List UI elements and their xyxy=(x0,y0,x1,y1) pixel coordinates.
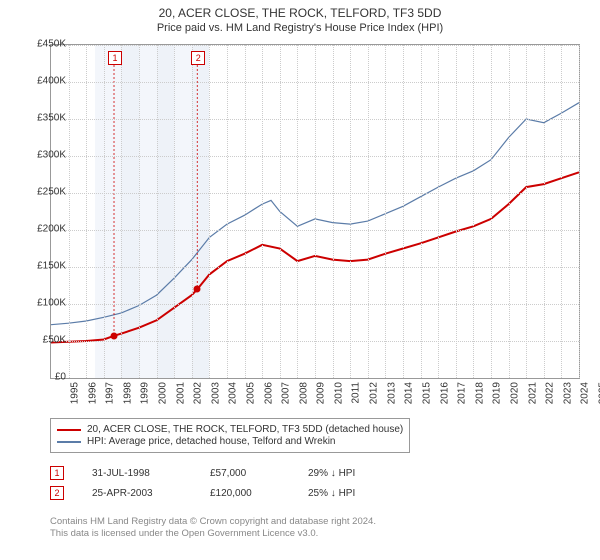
legend-label: 20, ACER CLOSE, THE ROCK, TELFORD, TF3 5… xyxy=(87,424,403,435)
sale-point-dot xyxy=(111,332,118,339)
x-axis-label: 1995 xyxy=(69,382,80,404)
y-axis-label: £200K xyxy=(22,224,66,235)
x-axis-label: 2016 xyxy=(439,382,450,404)
sale-date: 25-APR-2003 xyxy=(92,488,182,499)
sale-row: 1 31-JUL-1998 £57,000 29% ↓ HPI xyxy=(50,466,388,480)
x-axis-label: 2012 xyxy=(368,382,379,404)
x-axis-label: 2020 xyxy=(509,382,520,404)
sale-price: £120,000 xyxy=(210,488,280,499)
x-axis-label: 2018 xyxy=(474,382,485,404)
x-axis-label: 2023 xyxy=(562,382,573,404)
footnote-line: This data is licensed under the Open Gov… xyxy=(50,528,376,540)
x-axis-label: 2001 xyxy=(175,382,186,404)
y-axis-label: £450K xyxy=(22,39,66,50)
x-axis-label: 2009 xyxy=(316,382,327,404)
y-axis-label: £300K xyxy=(22,150,66,161)
x-axis-label: 2002 xyxy=(192,382,203,404)
sale-badge: 1 xyxy=(50,466,64,480)
chart-container: 20, ACER CLOSE, THE ROCK, TELFORD, TF3 5… xyxy=(0,0,600,560)
sale-diff: 29% ↓ HPI xyxy=(308,468,388,479)
x-axis-label: 2024 xyxy=(580,382,591,404)
y-axis-label: £50K xyxy=(22,335,66,346)
x-axis-label: 1999 xyxy=(140,382,151,404)
y-axis-label: £100K xyxy=(22,298,66,309)
x-axis-label: 2014 xyxy=(404,382,415,404)
sales-table: 1 31-JUL-1998 £57,000 29% ↓ HPI 2 25-APR… xyxy=(50,466,388,506)
x-axis-label: 2006 xyxy=(263,382,274,404)
legend-row: 20, ACER CLOSE, THE ROCK, TELFORD, TF3 5… xyxy=(57,424,403,435)
legend-box: 20, ACER CLOSE, THE ROCK, TELFORD, TF3 5… xyxy=(50,418,410,453)
y-axis-label: £150K xyxy=(22,261,66,272)
x-axis-label: 1996 xyxy=(87,382,98,404)
x-axis-label: 2022 xyxy=(544,382,555,404)
sale-marker-badge: 1 xyxy=(108,51,122,65)
sale-row: 2 25-APR-2003 £120,000 25% ↓ HPI xyxy=(50,486,388,500)
sale-price: £57,000 xyxy=(210,468,280,479)
footnote: Contains HM Land Registry data © Crown c… xyxy=(50,516,376,541)
x-axis-label: 1997 xyxy=(104,382,115,404)
x-axis-label: 2019 xyxy=(492,382,503,404)
x-axis-label: 2000 xyxy=(157,382,168,404)
sale-marker-badge: 2 xyxy=(191,51,205,65)
x-axis-label: 2008 xyxy=(298,382,309,404)
x-axis-label: 2021 xyxy=(527,382,538,404)
y-axis-label: £350K xyxy=(22,113,66,124)
x-axis-label: 2011 xyxy=(350,382,361,404)
chart-plot-area: 12 xyxy=(50,44,580,379)
chart-title: 20, ACER CLOSE, THE ROCK, TELFORD, TF3 5… xyxy=(0,0,600,22)
sale-badge: 2 xyxy=(50,486,64,500)
x-axis-label: 2017 xyxy=(456,382,467,404)
x-axis-label: 2004 xyxy=(228,382,239,404)
footnote-line: Contains HM Land Registry data © Crown c… xyxy=(50,516,376,528)
x-axis-label: 1998 xyxy=(122,382,133,404)
sale-diff: 25% ↓ HPI xyxy=(308,488,388,499)
sale-date: 31-JUL-1998 xyxy=(92,468,182,479)
x-axis-label: 2003 xyxy=(210,382,221,404)
sale-point-dot xyxy=(194,286,201,293)
y-axis-label: £400K xyxy=(22,76,66,87)
legend-row: HPI: Average price, detached house, Telf… xyxy=(57,436,403,447)
y-axis-label: £0 xyxy=(22,372,66,383)
x-axis-label: 2005 xyxy=(245,382,256,404)
legend-swatch xyxy=(57,441,81,443)
x-axis-label: 2010 xyxy=(333,382,344,404)
legend-label: HPI: Average price, detached house, Telf… xyxy=(87,436,336,447)
y-axis-label: £250K xyxy=(22,187,66,198)
x-axis-label: 2013 xyxy=(386,382,397,404)
x-axis-label: 2007 xyxy=(280,382,291,404)
x-axis-label: 2015 xyxy=(421,382,432,404)
legend-swatch xyxy=(57,429,81,431)
chart-subtitle: Price paid vs. HM Land Registry's House … xyxy=(0,22,600,38)
